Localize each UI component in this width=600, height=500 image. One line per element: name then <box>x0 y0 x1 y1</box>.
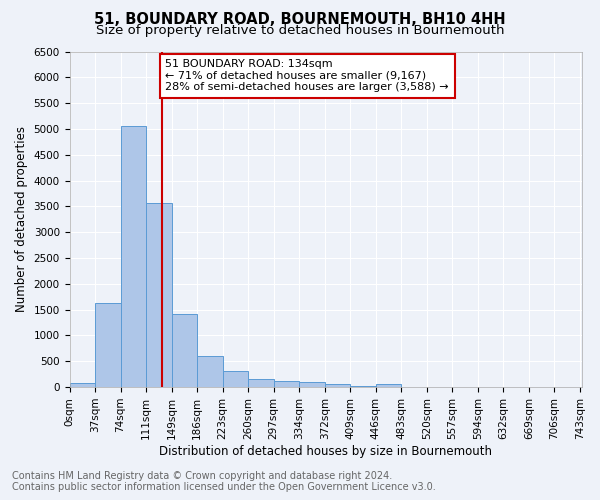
Y-axis label: Number of detached properties: Number of detached properties <box>15 126 28 312</box>
Text: Contains HM Land Registry data © Crown copyright and database right 2024.
Contai: Contains HM Land Registry data © Crown c… <box>12 471 436 492</box>
X-axis label: Distribution of detached houses by size in Bournemouth: Distribution of detached houses by size … <box>159 444 492 458</box>
Text: Size of property relative to detached houses in Bournemouth: Size of property relative to detached ho… <box>96 24 504 37</box>
Bar <box>274 381 299 387</box>
Bar <box>223 371 248 387</box>
Bar <box>121 126 146 387</box>
Title: 51, BOUNDARY ROAD, BOURNEMOUTH, BH10 4HH
Size of property relative to detached h: 51, BOUNDARY ROAD, BOURNEMOUTH, BH10 4HH… <box>0 499 1 500</box>
Bar <box>325 384 350 387</box>
Bar <box>197 356 223 387</box>
Bar <box>376 384 401 387</box>
Bar <box>350 386 376 387</box>
Bar <box>146 203 172 387</box>
Bar <box>70 383 95 387</box>
Bar <box>172 314 197 387</box>
Bar <box>95 303 121 387</box>
Text: 51 BOUNDARY ROAD: 134sqm
← 71% of detached houses are smaller (9,167)
28% of sem: 51 BOUNDARY ROAD: 134sqm ← 71% of detach… <box>166 59 449 92</box>
Bar <box>248 378 274 387</box>
Bar <box>299 382 325 387</box>
Text: 51, BOUNDARY ROAD, BOURNEMOUTH, BH10 4HH: 51, BOUNDARY ROAD, BOURNEMOUTH, BH10 4HH <box>94 12 506 28</box>
